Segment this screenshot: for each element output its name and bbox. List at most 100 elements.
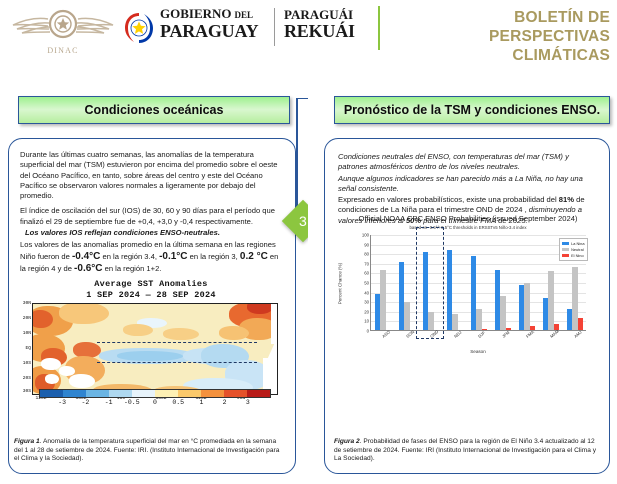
chart-bar [374, 293, 381, 330]
chart-bar [572, 266, 578, 330]
figure-1-sst-map: Average SST Anomalies 1 SEP 2024 — 28 SE… [14, 279, 288, 406]
dinac-logo: DINAC [8, 4, 118, 62]
colorbar-swatch [86, 390, 109, 397]
map-xtick-3: 150W [155, 396, 167, 401]
sst-map-canvas [32, 303, 278, 395]
page-header: DINAC GOBIERNO DEL PARAGUAY PARAGUÁI REKU… [0, 0, 617, 72]
chart-x-tick: DJF [477, 330, 487, 339]
probability-50: 50% [405, 215, 422, 225]
chart-y-tick: 50 [364, 280, 369, 286]
nino4-value: 0.2 °C [239, 251, 268, 263]
chart-bar-group [515, 234, 539, 330]
colorbar-tick: -0.5 [123, 399, 140, 406]
right-p3-seg-a: Expresado en valores probabilísticos, ex… [338, 195, 559, 205]
chart-bar [404, 302, 410, 330]
figure-1-title-line1: Average SST Anomalies [94, 279, 208, 289]
chart-y-tick: 70 [364, 261, 369, 267]
chart-subtitle: based on -0.5°/+0.5°C thresholds in ERSS… [409, 225, 527, 230]
chart-bar-group [491, 234, 515, 330]
chart-bar-group [467, 234, 491, 330]
chart-bar [566, 308, 573, 330]
map-ytick-6: 30S [22, 389, 31, 394]
chart-bar [476, 308, 482, 330]
section-title-left: Condiciones oceánicas [84, 103, 224, 117]
colorbar-swatch [132, 390, 155, 397]
chart-bar [500, 296, 506, 330]
chart-gridline [371, 292, 586, 294]
right-paragraph-3: Expresado en valores probabilísticos, ex… [338, 195, 600, 226]
map-ytick-2: 10N [22, 331, 31, 336]
chart-gridline [371, 263, 586, 265]
map-xtick-0: 120E [35, 396, 47, 401]
figure-2-enso-chart: Official NOAA CPC ENSO Probabilities (is… [334, 214, 602, 429]
right-p3-seg-d: disminuyendo a valores inferiores al [338, 205, 582, 225]
map-xtick-2: 180 [116, 396, 126, 401]
figure-1-caption-text: . Anomalía de la temperatura superficial… [14, 438, 280, 463]
colorbar-tick: -1 [104, 399, 113, 406]
section-title-right: Pronóstico de la TSM y condiciones ENSO. [343, 103, 601, 117]
chart-title: Official NOAA CPC ENSO Probabilities (is… [358, 214, 578, 223]
chart-legend-item: La Nina [562, 240, 585, 247]
left-paragraph-2: El índice de oscilación del sur (IOS) de… [20, 206, 275, 226]
colorbar-tick: 3 [245, 399, 250, 406]
right-paragraph-2: Aunque algunos indicadores se han pareci… [338, 173, 583, 193]
map-ytick-5: 20S [22, 376, 31, 381]
colorbar-swatch [224, 390, 247, 397]
chart-y-tick: 90 [364, 242, 369, 248]
figure-2-caption-label: Figura 2 [334, 438, 360, 445]
chart-bar [380, 270, 386, 330]
chart-bar [446, 250, 453, 330]
chart-x-axis-label: Season [470, 349, 486, 354]
gov-word-paraguai: PARAGUÁI [284, 7, 354, 22]
right-paragraph-1: Condiciones neutrales del ENSO, con temp… [338, 152, 569, 172]
chart-bar [494, 269, 501, 330]
chart-gridline [371, 244, 586, 246]
figure-2-caption-text: . Probabilidad de fases del ENSO para la… [334, 438, 597, 463]
colorbar-swatch [247, 390, 270, 397]
section-header-ocean-conditions: Condiciones oceánicas [18, 96, 290, 124]
figure-1-caption-label: Figura 1 [14, 438, 40, 445]
chart-x-tick: AMJ [573, 329, 583, 339]
left-p4-seg-a: Los valores de las anomalías promedio en… [20, 240, 276, 262]
gov-word-gobierno: GOBIERNO [160, 6, 232, 21]
chart-legend-label: Neutral [571, 246, 584, 252]
chart-bar [481, 329, 488, 330]
sst-colorbar-labels: -3 -2 -1 -0.5 0 0.5 1 2 3 [39, 399, 271, 409]
right-body-text: Condiciones neutrales del ENSO, con temp… [338, 152, 600, 226]
colorbar-tick: -2 [81, 399, 90, 406]
chart-gridline [371, 302, 586, 304]
map-xtick-1: 150E [75, 396, 87, 401]
chart-y-tick: 10 [364, 318, 369, 324]
gov-word-del: DEL [234, 10, 254, 20]
chart-bar [518, 284, 525, 330]
figure-1-title-line2: 1 SEP 2024 — 28 SEP 2024 [86, 289, 216, 300]
left-paragraph-3-highlight: Los valores IOS reflejan condiciones ENS… [25, 228, 220, 238]
left-p4-seg-b: en la región 3.4, [100, 252, 160, 262]
colorbar-tick: 1 [199, 399, 204, 406]
left-body-text: Durante las últimas cuatro semanas, las … [20, 150, 286, 275]
logo-divider [274, 8, 275, 46]
sst-colorbar [39, 389, 271, 398]
colorbar-tick: 0 [153, 399, 157, 406]
nino34-value: -0.4°C [71, 251, 101, 263]
chart-y-tick: 60 [364, 270, 369, 276]
chart-bar-group [395, 234, 419, 330]
chart-bar-group [443, 234, 467, 330]
chart-bar-group [371, 234, 395, 330]
chart-legend-label: La Nina [571, 240, 585, 246]
chart-legend-item: El Nino [562, 253, 584, 259]
gov-word-rekuai: REKUÁI [284, 21, 355, 41]
chart-y-tick: 0 [366, 328, 369, 334]
nino12-value: -0.6°C [74, 263, 103, 275]
chart-bar [470, 256, 477, 330]
colorbar-swatch [109, 390, 132, 397]
right-panel: Pronóstico de la TSM y condiciones ENSO.… [308, 74, 617, 482]
chart-plot-outer: Percent Chance (%) 0 10 20 30 40 50 60 70 80 90 10… [338, 227, 592, 354]
figure-1-caption: Figura 1. Anomalía de la temperatura sup… [14, 438, 286, 464]
chart-gridline [371, 235, 586, 236]
chart-bar [524, 282, 530, 330]
left-p4-seg-d: en la región 4 y de [20, 252, 279, 274]
chart-bar [505, 328, 512, 330]
sst-map: 30N 20N 10N EQ 10S 20S 30S [14, 301, 288, 403]
left-p4-seg-e: en la región 1+2. [102, 264, 162, 274]
